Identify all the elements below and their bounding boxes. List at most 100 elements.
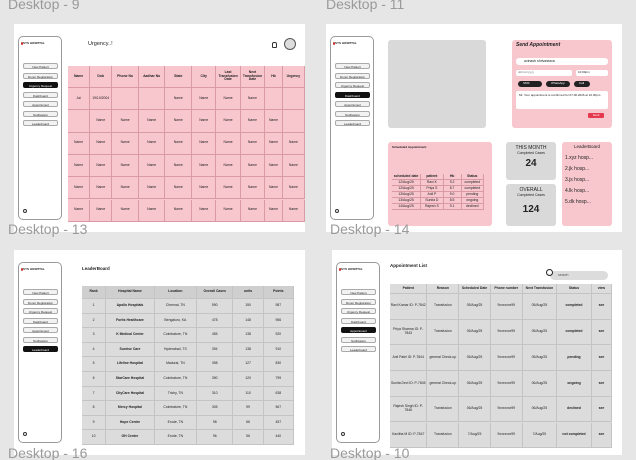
message-box: Mr. Your appointment is confirmed for 07… [516,91,608,109]
table-cell: Name [282,199,305,222]
table-cell: general Check-up [427,371,460,397]
sidebar-button[interactable]: Urgency Request [23,82,58,88]
table-cell: Name [216,132,241,155]
table-cell: 910 [263,342,294,358]
channel-toggle[interactable]: Call [574,81,590,87]
table-cell [265,88,283,111]
frame-label: Desktop - 11 [326,0,405,12]
table-cell: Name [192,154,217,178]
table-header: Points [263,286,294,299]
table-cell: 390 [197,372,234,387]
table-cell: Rajesh Singh ID: P-7846 [390,396,428,423]
logo-icon [338,268,341,271]
sidebar-button[interactable]: Notification [335,110,370,117]
sidebar-button[interactable]: Dashboard [23,91,58,98]
frame-label: Desktop - 13 [8,221,88,237]
table-cell [282,110,305,133]
table-cell: ongoing [461,198,484,204]
table-cell: 394 [197,342,234,358]
sidebar: SYS HOSPITAL New Patient Donor Registratio… [330,36,374,220]
frame-label: Desktop - 9 [8,0,80,12]
sidebar-button[interactable]: Notification [23,110,58,117]
sidebar-button[interactable]: Appointment [23,327,58,333]
table-cell: Name [216,88,241,111]
channel-toggle[interactable]: SMS [518,81,542,87]
search-bar[interactable]: search [546,269,608,280]
time-field[interactable]: 10:00pm [576,70,608,76]
sidebar-button[interactable]: Donor Registration [23,72,58,79]
table-cell: Transfusion [427,294,460,320]
table-cell: general Check-up [427,345,460,372]
table-cell: Sunrise Care [106,342,155,358]
sidebar-button[interactable]: Dashboard [341,317,376,324]
sidebar-button[interactable]: Donor Registration [23,298,58,305]
table-cell: Name [240,110,266,133]
bell-icon [272,42,277,48]
table-cell: 138 [233,342,264,358]
table-cell: Name [90,132,113,155]
time-text: 10:00pm [578,70,590,75]
sidebar: SYS HOSPITAL New Patient Donor Registratio… [336,262,380,443]
table-cell: 7/Aug/25 [459,422,491,449]
send-button[interactable]: Send [588,113,604,118]
sidebar-button[interactable]: New Patient [23,63,58,69]
logo-icon [332,42,335,45]
table-cell: Name [68,132,91,155]
table-cell: see [591,345,612,372]
sidebar-button[interactable]: Urgency Request [23,308,58,314]
table-cell [112,88,139,111]
sidebar-button[interactable]: Appointment [341,327,376,333]
send-panel: Send Appointment avinash shrivastava dd/mm… [512,40,612,128]
sidebar-button[interactable]: New Patient [341,289,376,295]
sidebar-button[interactable]: Leaderboard [23,120,58,126]
table: Name Dob Phone No Aadhar No State City Last Tr… [68,66,305,222]
table-cell: Lifeline Hospital [106,357,155,372]
table-header: Rank [82,286,107,299]
sidebar-button[interactable]: Leaderboard [335,120,370,126]
table-cell: Priya Sharma ID: P-7843 [390,319,428,346]
table-cell: Name [138,132,166,155]
table-cell: 9xxxxxxx99 [490,345,523,372]
leaderboard-item: 1.xyz hosp... [565,155,594,161]
table-cell: ongoing [557,371,592,397]
logo-icon [20,268,23,271]
channel-toggle[interactable]: WhatsApp [546,81,570,87]
sidebar-button[interactable]: Donor Registration [335,72,370,79]
avatar[interactable] [284,38,296,50]
table-cell: 06/Aug/25 [459,396,491,423]
sidebar-button[interactable]: Urgency Request [335,82,370,88]
desktop-frame: SYS HOSPITAL New Patient Donor Registratio… [14,250,305,455]
search-field[interactable]: avinash shrivastava [516,58,608,65]
table-cell: 590 [197,299,234,314]
table-header: Hospital Name [106,286,155,299]
table-cell: 9xxxxxxx99 [490,422,523,449]
sidebar-button[interactable]: New Patient [335,63,370,69]
table-cell: Name [90,110,113,133]
table-cell: Name [240,154,266,178]
table-cell: Name [138,110,166,133]
table-cell: Name [192,199,217,222]
date-field[interactable]: dd/mm/yyyy [516,70,572,76]
sidebar-button[interactable]: Appointment [335,101,370,107]
sidebar-button[interactable]: Urgency Request [341,308,376,314]
table-header: Overall Cases [197,286,234,299]
sidebar-button[interactable]: Notification [23,336,58,343]
sidebar-button[interactable]: Dashboard [335,91,370,98]
table-cell: 305 [197,401,234,416]
settings-icon [23,209,27,213]
table-cell: Name [265,177,283,200]
sidebar-button[interactable]: Dashboard [23,317,58,324]
sidebar-button[interactable]: Leaderboard [23,346,58,352]
sidebar-button[interactable]: New Patient [23,289,58,295]
sidebar-button[interactable]: Leaderboard [341,346,376,352]
table-cell: 56 [233,430,264,445]
table-cell: 05/Aug/25 [522,319,558,346]
logo-icon [20,42,23,45]
table-cell: 987 [263,299,294,314]
stat-card: THIS MONTH Completed Cases 24 [506,142,556,180]
logo: SYS HOSPITAL [335,41,357,45]
sidebar-button[interactable]: Appointment [23,101,58,107]
sidebar-button[interactable]: Notification [341,336,376,343]
sidebar-button[interactable]: Donor Registration [341,298,376,305]
